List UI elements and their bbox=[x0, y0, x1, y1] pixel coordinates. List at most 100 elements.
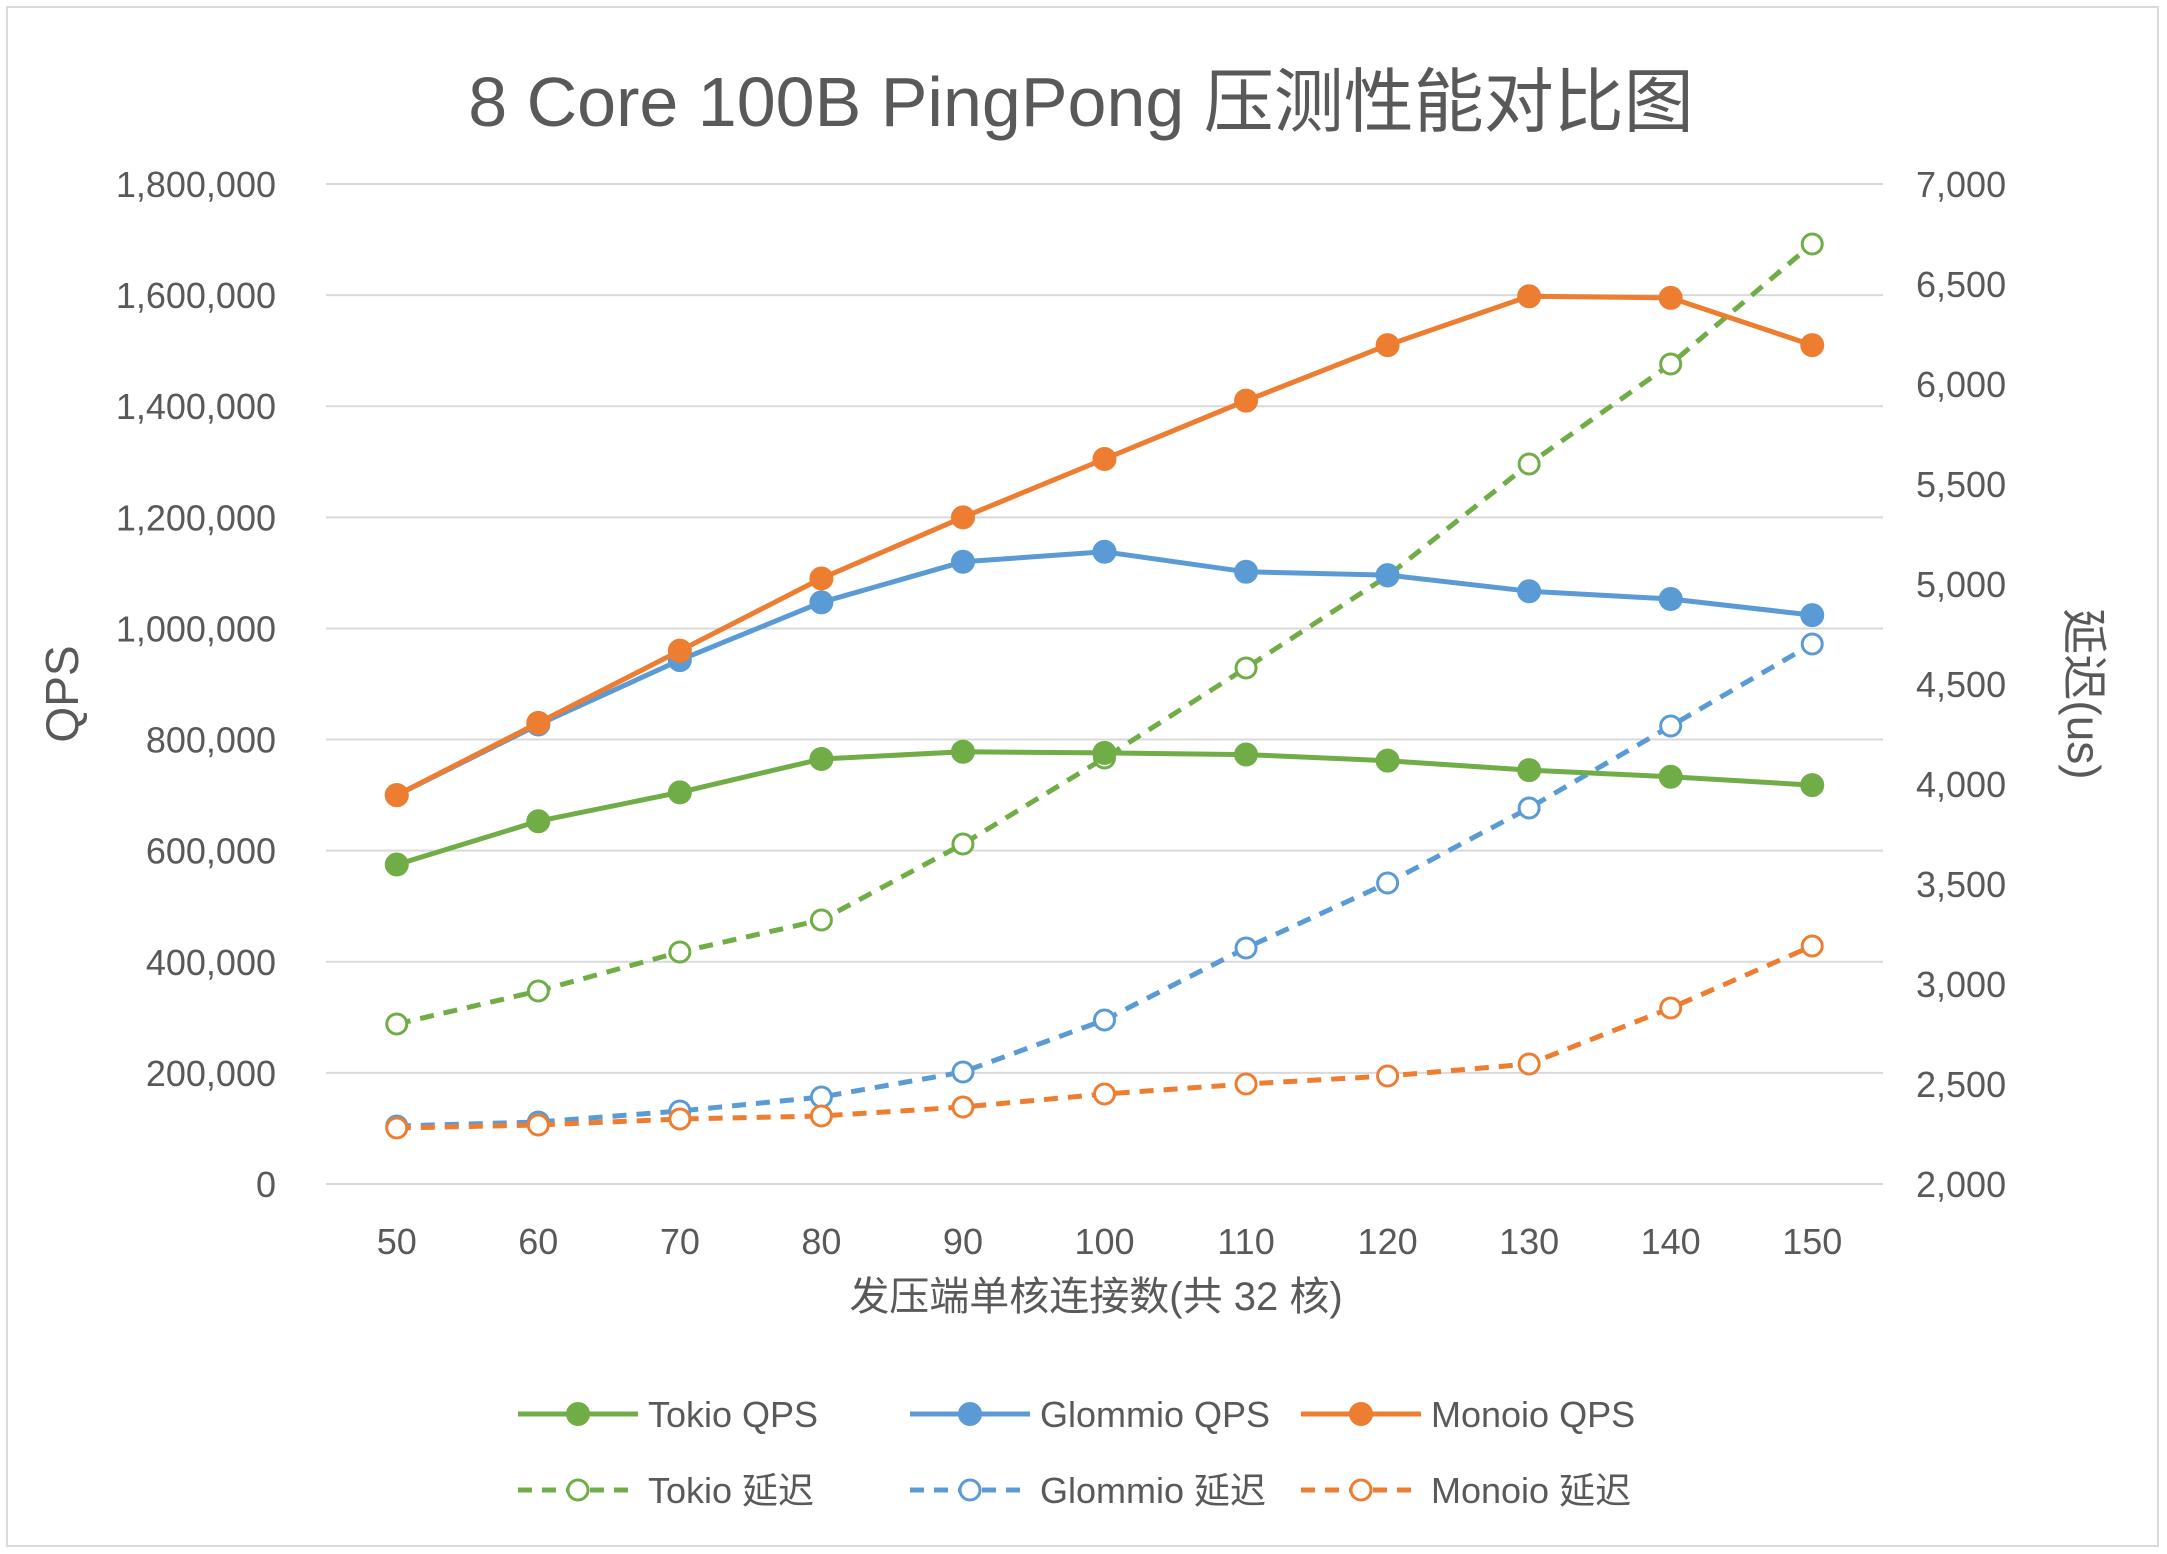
x-tick-label: 140 bbox=[1641, 1221, 1701, 1262]
data-point bbox=[1375, 563, 1400, 588]
data-point bbox=[667, 638, 692, 663]
data-point bbox=[951, 1095, 975, 1119]
y-tick-label-right: 4,000 bbox=[1916, 764, 2006, 805]
data-point bbox=[1658, 285, 1683, 310]
legend-swatch-marker bbox=[566, 1402, 590, 1426]
series-line bbox=[396, 641, 1814, 1129]
data-point bbox=[385, 1116, 409, 1140]
data-point bbox=[1093, 1008, 1116, 1032]
x-axis-ticks: 50 60 70 80 90 100 110 120 130 140 150 bbox=[377, 1221, 1843, 1262]
data-point bbox=[951, 832, 975, 856]
data-point bbox=[950, 549, 975, 574]
y-tick-label-right: 2,500 bbox=[1916, 1064, 2006, 1105]
series-monoio-qps bbox=[384, 284, 1825, 808]
y-tick-label-left: 1,800,000 bbox=[116, 164, 276, 205]
data-point bbox=[526, 1113, 550, 1137]
data-point bbox=[385, 1012, 409, 1036]
legend-swatch-marker bbox=[958, 1402, 982, 1426]
data-point bbox=[809, 590, 834, 615]
data-point bbox=[667, 780, 692, 805]
data-point bbox=[1234, 1072, 1258, 1096]
x-tick-label: 50 bbox=[377, 1221, 417, 1262]
y-axis-title-right: 延迟(us) bbox=[2058, 608, 2110, 779]
legend-item: Tokio QPS bbox=[518, 1394, 818, 1435]
data-point bbox=[1517, 284, 1542, 309]
y-tick-label-left: 1,000,000 bbox=[116, 608, 276, 649]
data-point bbox=[668, 940, 692, 964]
data-point bbox=[809, 747, 834, 771]
data-point bbox=[1659, 996, 1683, 1020]
y-tick-label-left: 1,200,000 bbox=[116, 497, 276, 538]
data-point bbox=[1517, 796, 1541, 820]
chart-svg: 8 Core 100B PingPong 压测性能对比图 0 200,000 400… bbox=[36, 63, 2110, 1511]
data-point bbox=[1517, 579, 1542, 604]
x-tick-label: 120 bbox=[1358, 1221, 1418, 1262]
data-point bbox=[668, 1107, 692, 1131]
y-tick-label-right: 6,500 bbox=[1916, 264, 2006, 305]
y-tick-label-left: 600,000 bbox=[146, 831, 276, 872]
data-point bbox=[1375, 333, 1400, 358]
y-tick-label-right: 3,500 bbox=[1916, 864, 2006, 905]
x-tick-label: 100 bbox=[1074, 1221, 1134, 1262]
data-point bbox=[526, 979, 550, 1003]
data-point bbox=[1234, 742, 1259, 767]
x-tick-label: 90 bbox=[943, 1221, 983, 1262]
data-point bbox=[384, 783, 409, 808]
legend-item: Monoio 延迟 bbox=[1301, 1470, 1631, 1511]
data-point bbox=[1800, 632, 1824, 656]
y-tick-label-left: 800,000 bbox=[146, 720, 276, 761]
series-layer bbox=[384, 232, 1825, 1140]
data-point bbox=[1517, 452, 1541, 476]
legend: Tokio QPS Glommio QPS Monoio QPS Tokio 延迟 Gl… bbox=[518, 1394, 1635, 1511]
data-point bbox=[1093, 1082, 1116, 1106]
data-point bbox=[1234, 656, 1258, 680]
data-point bbox=[384, 852, 409, 877]
data-point bbox=[1092, 539, 1117, 564]
y-axis-right-ticks: 2,000 2,500 3,000 3,500 4,000 4,500 5,000 5,500… bbox=[1916, 164, 2006, 1205]
data-point bbox=[809, 566, 834, 591]
x-tick-label: 110 bbox=[1217, 1221, 1274, 1262]
legend-item: Glommio 延迟 bbox=[910, 1470, 1266, 1511]
x-tick-label: 80 bbox=[801, 1221, 841, 1262]
series-line bbox=[396, 242, 1814, 1027]
y-tick-label-left: 200,000 bbox=[146, 1053, 276, 1094]
legend-label: Tokio 延迟 bbox=[648, 1470, 814, 1511]
y-tick-label-right: 5,500 bbox=[1916, 464, 2006, 505]
x-tick-label: 130 bbox=[1499, 1221, 1559, 1262]
data-point bbox=[1659, 352, 1683, 376]
data-point bbox=[1092, 740, 1117, 765]
series-tokio-延迟 bbox=[385, 232, 1824, 1036]
data-point bbox=[1376, 1064, 1400, 1088]
data-point bbox=[1234, 936, 1258, 960]
x-tick-label: 70 bbox=[660, 1221, 700, 1262]
data-point bbox=[526, 809, 551, 834]
legend-label: Monoio QPS bbox=[1431, 1394, 1635, 1435]
y-tick-label-right: 5,000 bbox=[1916, 564, 2006, 605]
y-tick-label-left: 1,600,000 bbox=[116, 275, 276, 316]
chart-title: 8 Core 100B PingPong 压测性能对比图 bbox=[468, 63, 1694, 141]
data-point bbox=[950, 739, 975, 764]
legend-label: Glommio QPS bbox=[1040, 1394, 1270, 1435]
legend-swatch-marker bbox=[958, 1478, 982, 1502]
gridlines bbox=[326, 183, 1883, 1185]
legend-swatch-marker bbox=[1349, 1402, 1373, 1426]
y-tick-label-left: 400,000 bbox=[146, 942, 276, 983]
series-monoio-延迟 bbox=[385, 934, 1824, 1140]
y-axis-left-ticks: 0 200,000 400,000 600,000 800,000 1,000,000 1,… bbox=[116, 164, 276, 1205]
series-tokio-qps bbox=[384, 739, 1825, 877]
data-point bbox=[1659, 714, 1683, 738]
y-tick-label-right: 6,000 bbox=[1916, 364, 2006, 405]
data-point bbox=[526, 710, 551, 735]
legend-label: Glommio 延迟 bbox=[1040, 1470, 1266, 1511]
data-point bbox=[1800, 773, 1825, 798]
y-tick-label-right: 3,000 bbox=[1916, 964, 2006, 1005]
legend-label: Monoio 延迟 bbox=[1431, 1470, 1631, 1511]
data-point bbox=[1234, 559, 1259, 584]
y-tick-label-left: 0 bbox=[256, 1164, 276, 1205]
y-tick-label-left: 1,400,000 bbox=[116, 386, 276, 427]
legend-label: Tokio QPS bbox=[648, 1394, 818, 1435]
x-axis-title: 发压端单核连接数(共 32 核) bbox=[849, 1275, 1342, 1319]
data-point bbox=[1375, 748, 1400, 773]
y-tick-label-right: 2,000 bbox=[1916, 1164, 2006, 1205]
data-point bbox=[1658, 587, 1683, 611]
